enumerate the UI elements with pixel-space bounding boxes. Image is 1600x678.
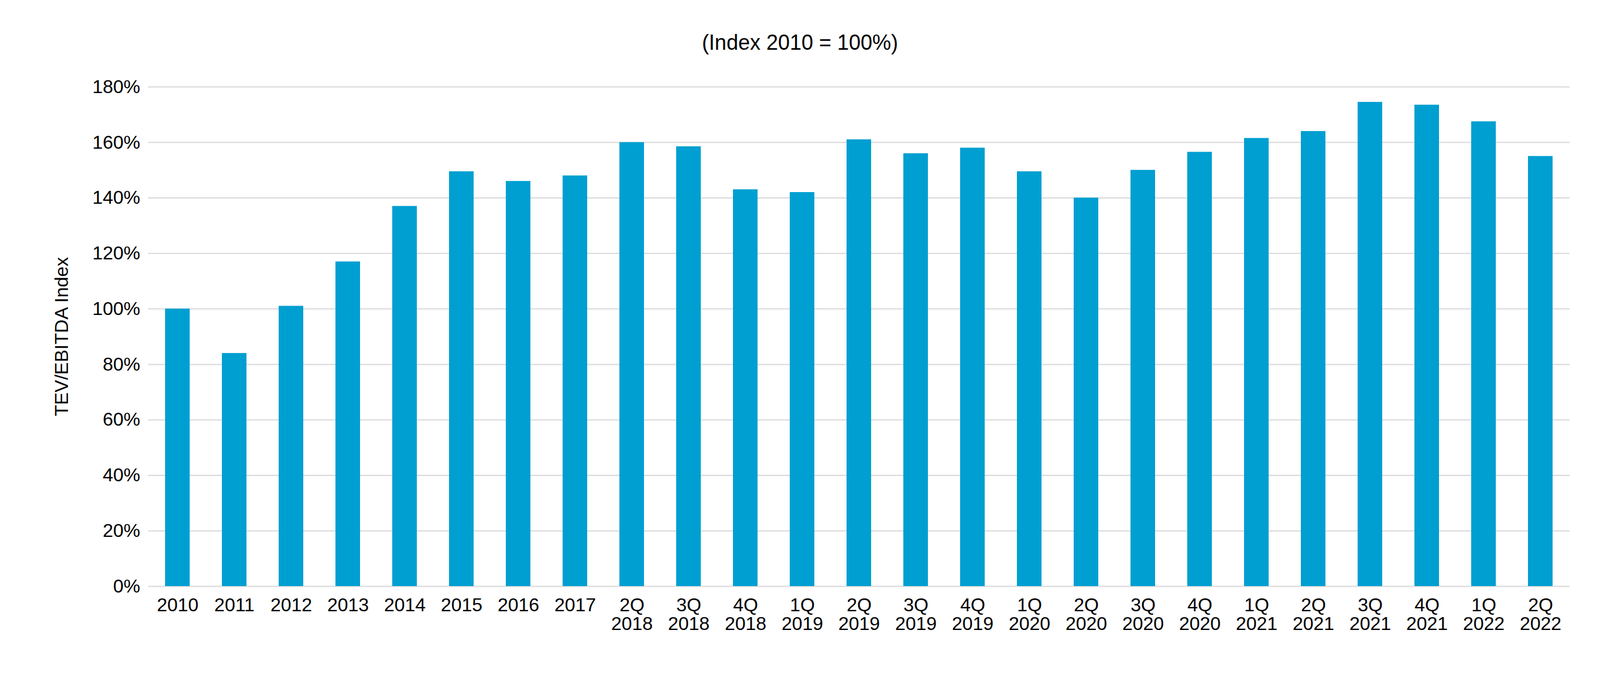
html-text:(Index 2010 = 100%): (Index 2010 = 100%) xyxy=(701,30,899,55)
svg-text:160%: 160% xyxy=(92,131,141,153)
svg-text:180%: 180% xyxy=(92,76,141,98)
svg-text:2Q2019: 2Q2019 xyxy=(838,594,880,635)
svg-text:1Q2021: 1Q2021 xyxy=(1235,594,1278,635)
svg-text:2016: 2016 xyxy=(497,594,540,616)
svg-text:20%: 20% xyxy=(102,519,140,541)
svg-text:2Q2021: 2Q2021 xyxy=(1292,594,1335,635)
svg-text:120%: 120% xyxy=(92,242,141,264)
svg-text:3Q2019: 3Q2019 xyxy=(895,594,937,635)
svg-text:2013: 2013 xyxy=(327,594,369,616)
svg-text:140%: 140% xyxy=(92,186,141,208)
svg-text:1Q2019: 1Q2019 xyxy=(781,594,824,635)
svg-text:100%: 100% xyxy=(92,297,141,320)
svg-text:4Q2019: 4Q2019 xyxy=(951,594,994,635)
svg-text:2012: 2012 xyxy=(270,594,313,616)
svg-text:0%: 0% xyxy=(112,575,140,597)
svg-text:2Q2018: 2Q2018 xyxy=(611,594,653,635)
svg-text:4Q2018: 4Q2018 xyxy=(724,594,767,635)
svg-text:3Q2021: 3Q2021 xyxy=(1349,594,1391,635)
svg-text:2Q2022: 2Q2022 xyxy=(1519,594,1562,635)
svg-text:2015: 2015 xyxy=(440,594,483,616)
svg-text:4Q2021: 4Q2021 xyxy=(1406,594,1448,635)
svg-text:2014: 2014 xyxy=(384,594,426,616)
svg-text:1Q2020: 1Q2020 xyxy=(1008,594,1051,635)
svg-text:2010: 2010 xyxy=(156,594,199,616)
svg-text:3Q2020: 3Q2020 xyxy=(1122,594,1164,635)
svg-text:1Q2022: 1Q2022 xyxy=(1463,594,1505,635)
svg-text:3Q2018: 3Q2018 xyxy=(667,594,710,635)
svg-text:TEV/EBITDA Index: TEV/EBITDA Index xyxy=(50,257,73,417)
svg-text:2011: 2011 xyxy=(214,594,255,616)
svg-text:40%: 40% xyxy=(102,464,140,486)
svg-text:60%: 60% xyxy=(102,408,140,430)
svg-text:4Q2020: 4Q2020 xyxy=(1179,594,1221,635)
svg-text:2Q2020: 2Q2020 xyxy=(1065,594,1108,635)
svg-text:80%: 80% xyxy=(102,353,140,375)
svg-text:2017: 2017 xyxy=(554,594,596,616)
